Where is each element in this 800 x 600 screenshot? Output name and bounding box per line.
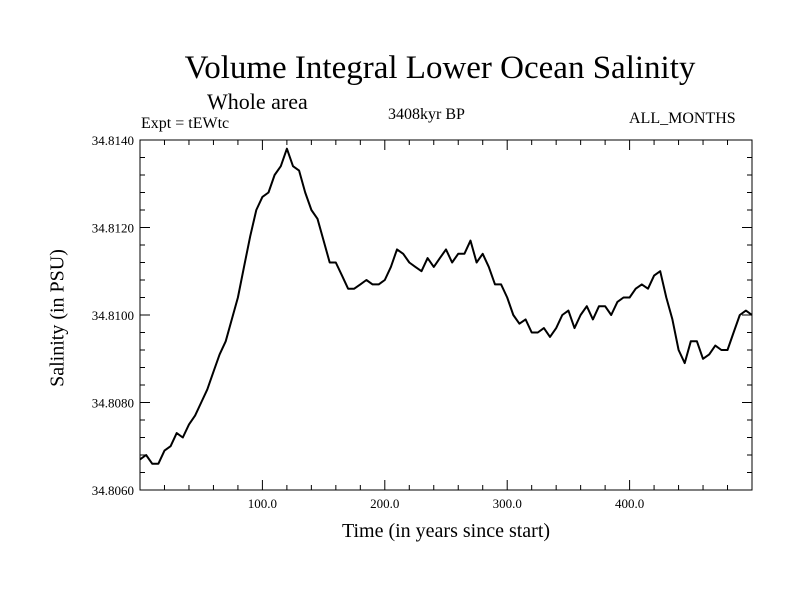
- y-tick-label: 34.8120: [92, 221, 134, 236]
- x-tick-label: 400.0: [615, 496, 644, 511]
- plot-frame: [139, 139, 753, 491]
- months-label: ALL_MONTHS: [629, 110, 736, 127]
- y-tick-label: 34.8140: [92, 133, 134, 148]
- x-tick-label: 200.0: [370, 496, 399, 511]
- experiment-label: Expt = tEWtc: [141, 115, 230, 132]
- x-tick-label: 100.0: [248, 496, 277, 511]
- x-tick-label: 300.0: [493, 496, 522, 511]
- y-tick-label: 34.8100: [92, 308, 134, 323]
- chart-title: Volume Integral Lower Ocean Salinity: [184, 50, 696, 86]
- y-tick-label: 34.8060: [92, 483, 134, 498]
- x-axis-label: Time (in years since start): [341, 520, 551, 542]
- y-tick-label: 34.8080: [92, 396, 134, 411]
- chart-subtitle: Whole area: [207, 89, 308, 114]
- salinity-series-line: [139, 147, 753, 465]
- period-label: 3408kyr BP: [388, 106, 465, 123]
